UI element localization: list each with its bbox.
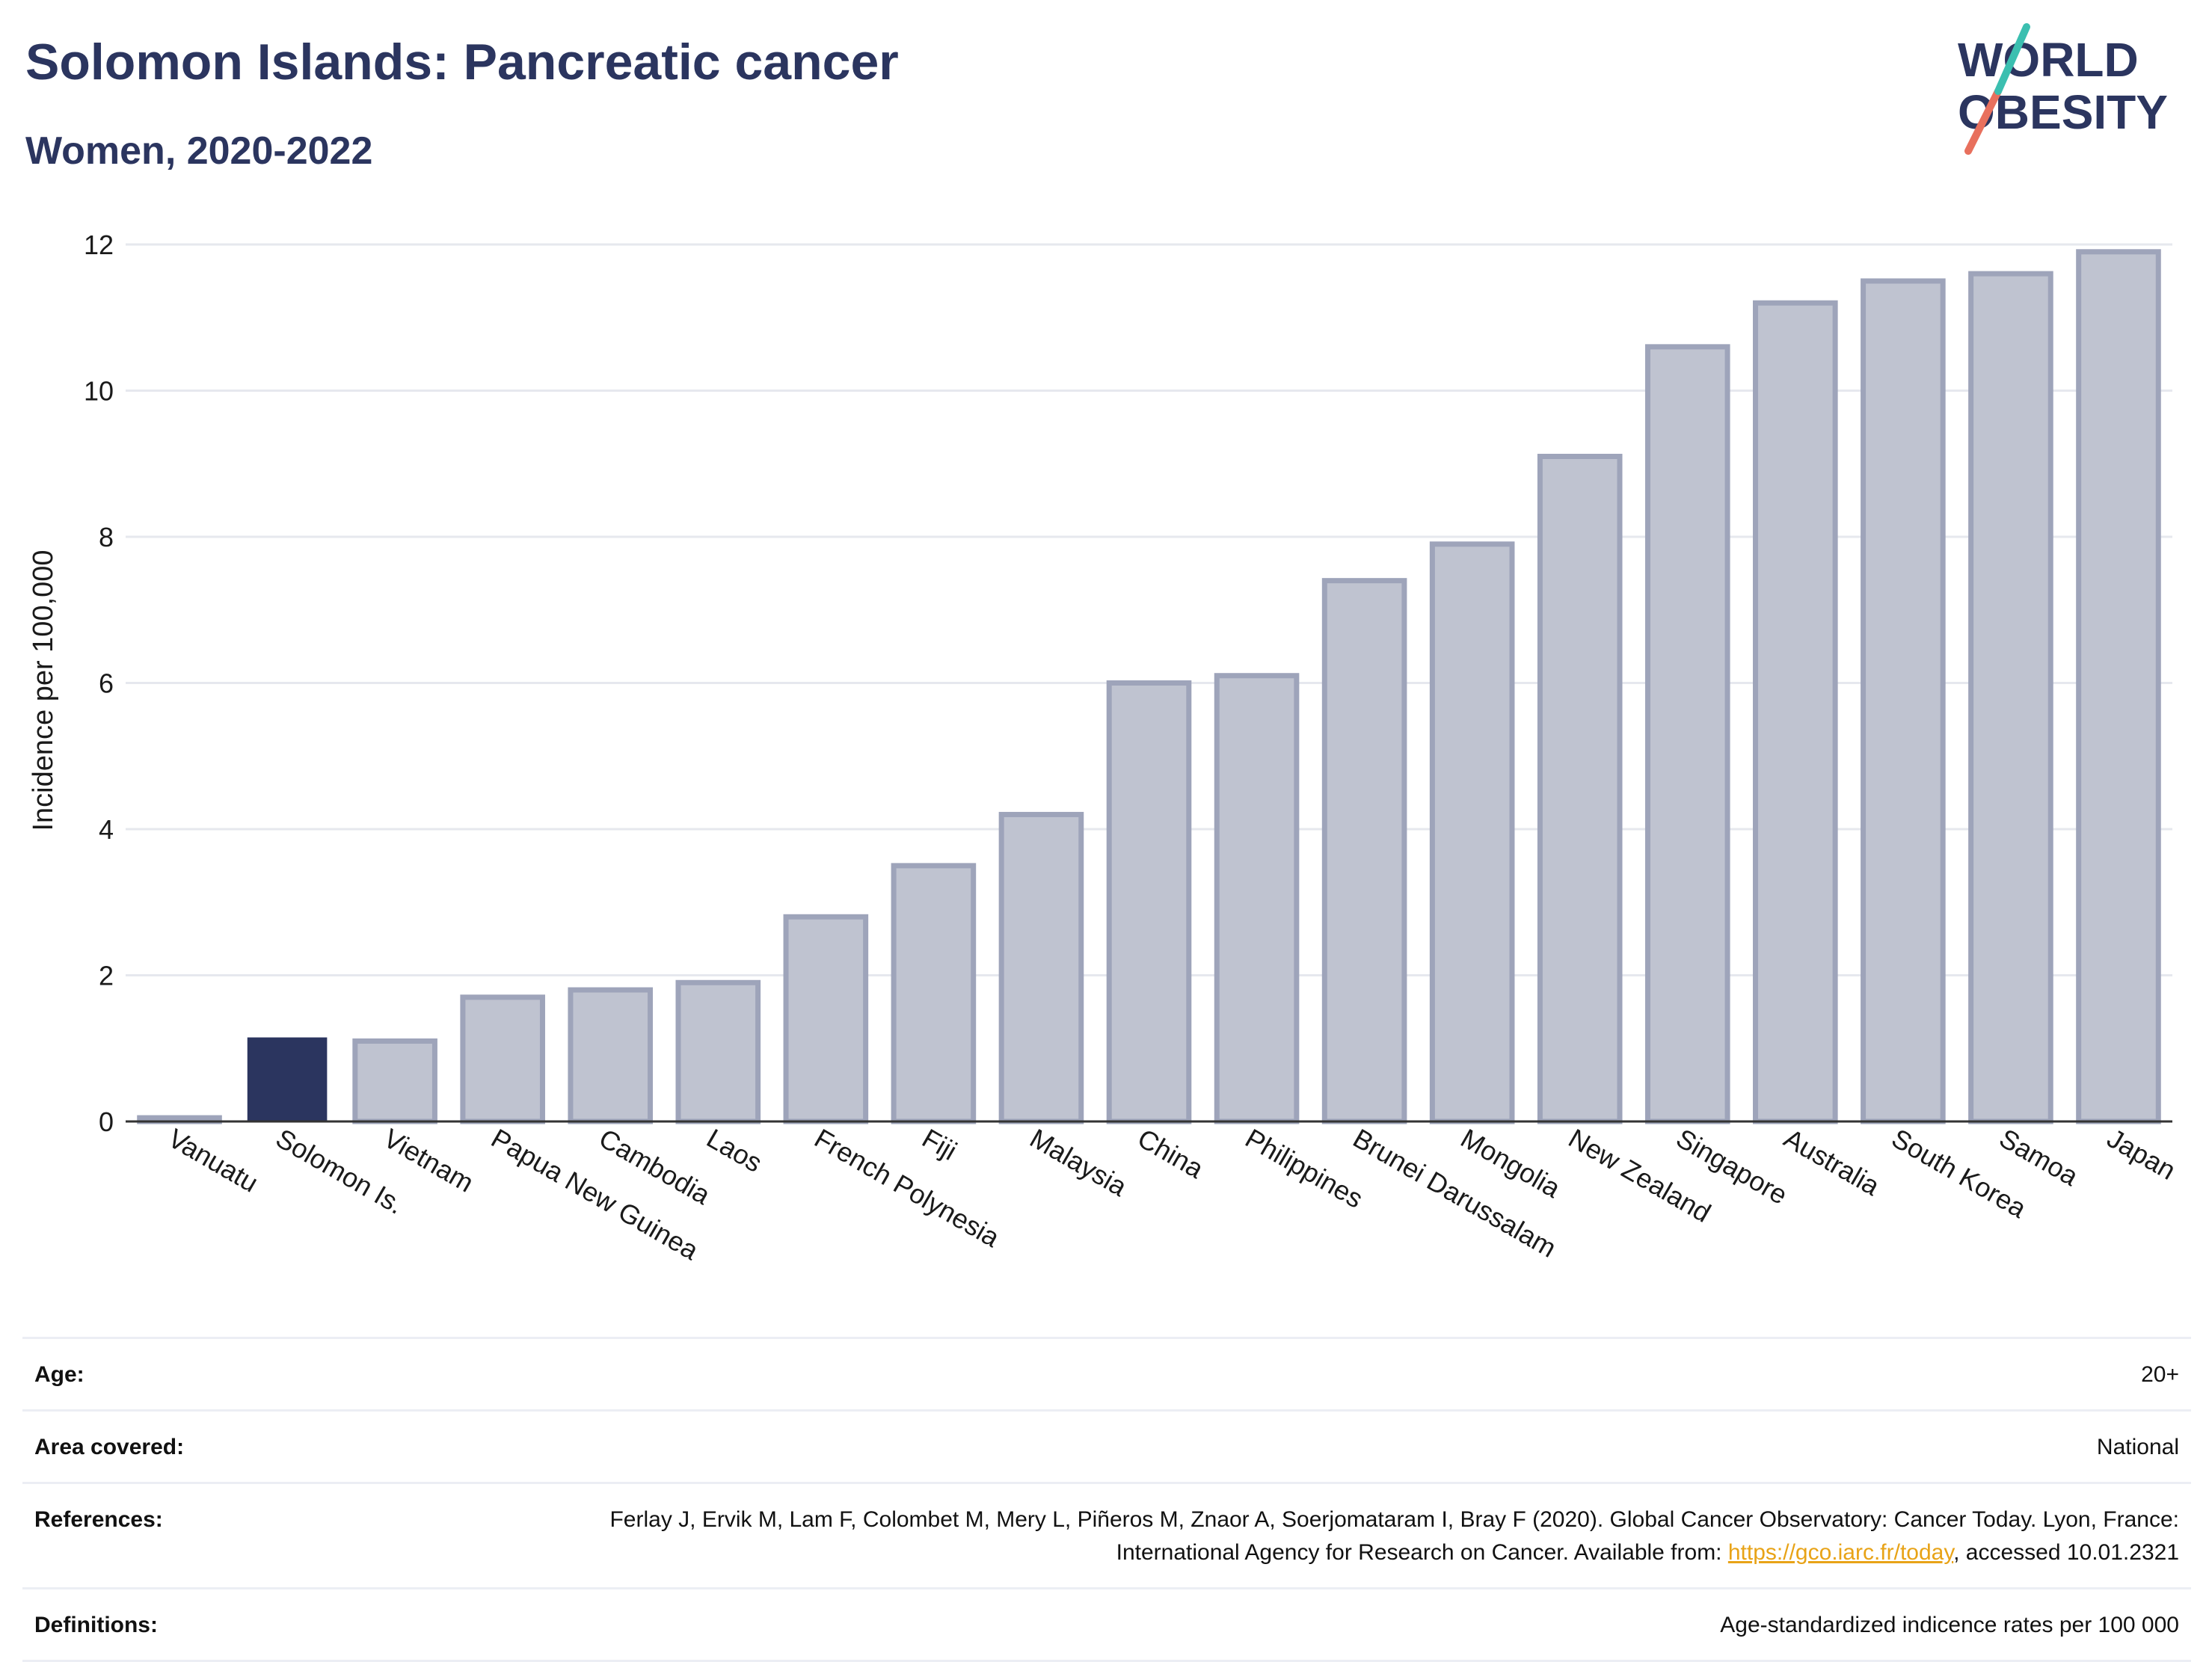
info-row-age: Age: 20+ [22, 1339, 2191, 1412]
y-tick-label: 4 [99, 814, 114, 845]
x-tick-label: Brunei Darussalam [1348, 1122, 1562, 1264]
reference-text: Ferlay J, Ervik M, Lam F, Colombet M, Me… [609, 1507, 2179, 1565]
y-tick-label: 0 [99, 1107, 114, 1137]
info-row-area: Area covered: National [22, 1412, 2191, 1484]
info-row-references: References: Ferlay J, Ervik M, Lam F, Co… [22, 1484, 2191, 1589]
bar-brunei-darussalam [1321, 578, 1407, 1124]
x-axis-labels: Vanuatu Solomon Is.Vietnam Papua New Guine… [163, 1122, 2181, 1266]
bar-fiji [891, 863, 977, 1124]
info-key: Age: [34, 1362, 85, 1387]
reference-accessed-text: , accessed 10.01.2321 [1953, 1540, 2179, 1565]
info-table: Age: 20+ Area covered: National Referenc… [22, 1337, 2191, 1662]
logo-slash-red [1964, 87, 2002, 155]
bar-vietnam [352, 1038, 437, 1124]
chart-title: Solomon Islands: Pancreatic cancer [25, 34, 899, 90]
bar-papua-new-guinea [460, 994, 545, 1124]
chart-subtitle: Women, 2020-2022 [25, 129, 373, 173]
x-tick-label: China [1133, 1122, 1210, 1184]
info-key: Definitions: [34, 1613, 158, 1637]
y-tick-label: 2 [99, 961, 114, 991]
bar-laos [675, 979, 761, 1124]
logo-slash-teal [1994, 23, 2030, 95]
bar-cambodia [568, 987, 654, 1124]
bar-philippines [1214, 673, 1300, 1124]
bar-samoa [1968, 271, 2053, 1124]
y-tick-label: 8 [99, 522, 114, 553]
x-tick-label: Laos [701, 1122, 767, 1178]
y-tick-label: 10 [84, 376, 114, 407]
world-obesity-logo: WORLD OBESITY [1958, 23, 2168, 155]
x-tick-label: Papua New Guinea [486, 1122, 704, 1266]
bar-solomon-is [247, 1037, 328, 1121]
x-tick-label: Fiji [917, 1122, 962, 1166]
info-value: National [2096, 1435, 2179, 1459]
bar-chart: 0 2 4 6 8 10 12 Vanuatu Solomon Is.Vietnam Papua… [28, 230, 2181, 1266]
bars [137, 249, 2161, 1124]
bar-new-zealand [1537, 453, 1623, 1124]
reference-link[interactable]: https://gco.iarc.fr/today [1727, 1540, 1954, 1565]
x-tick-label: Australia [1779, 1122, 1886, 1201]
x-tick-label: Malaysia [1024, 1122, 1132, 1202]
bar-china [1106, 680, 1192, 1124]
bar-singapore [1644, 344, 1730, 1124]
bar-malaysia [998, 811, 1084, 1124]
bar-south-korea [1861, 278, 1946, 1124]
x-tick-label: Samoa [1994, 1122, 2084, 1192]
bar-mongolia [1429, 541, 1515, 1124]
x-tick-label: French Polynesia [809, 1122, 1005, 1253]
y-axis-ticks: 0 2 4 6 8 10 12 [84, 230, 114, 1137]
y-tick-label: 12 [84, 230, 114, 260]
x-tick-label: Japan [2102, 1122, 2181, 1186]
info-value: 20+ [2141, 1362, 2179, 1387]
bar-japan [2076, 249, 2161, 1124]
bar-french-polynesia [783, 914, 869, 1124]
x-tick-label: Philippines [1241, 1122, 1368, 1214]
info-value: Ferlay J, Ervik M, Lam F, Colombet M, Me… [489, 1504, 2179, 1569]
info-key: References: [34, 1507, 163, 1532]
y-tick-label: 6 [99, 668, 114, 699]
bar-australia [1753, 300, 1838, 1124]
y-axis-title: Incidence per 100,000 [28, 550, 59, 831]
logo-text-world: WORLD [1958, 33, 2139, 87]
x-tick-label: Vanuatu [163, 1122, 263, 1198]
info-row-definitions: Definitions: Age-standardized indicence … [22, 1589, 2191, 1662]
info-value: Age-standardized indicence rates per 100… [1720, 1613, 2179, 1637]
info-key: Area covered: [34, 1435, 185, 1459]
